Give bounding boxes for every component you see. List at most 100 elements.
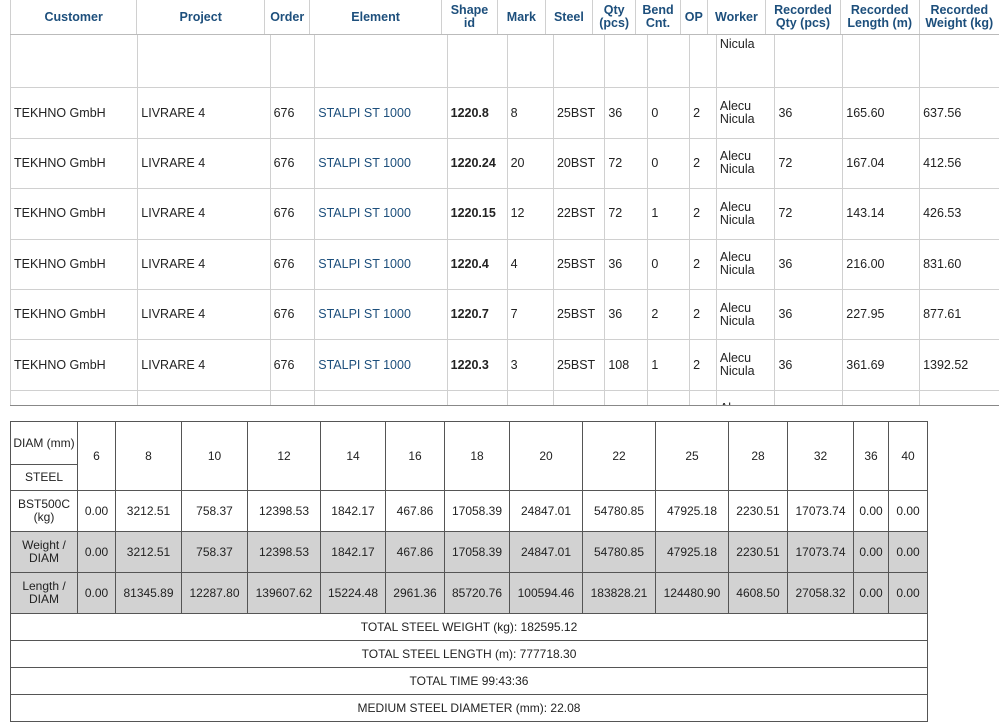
table-cell: 54780.85 — [582, 490, 656, 532]
table-cell: Alecu Nicula — [715, 188, 775, 240]
table-cell: 36 — [604, 289, 648, 341]
diameter-header: 32 — [787, 421, 854, 491]
table-cell: 2 — [689, 138, 717, 190]
table-cell: 1220.15 — [446, 188, 508, 240]
table-cell: Alecu Nicula — [715, 87, 775, 139]
diameter-header: 16 — [385, 421, 445, 491]
table-cell: 2961.36 — [385, 572, 445, 614]
table-cell: 108 — [604, 339, 648, 391]
element-link[interactable]: STALPI ST 1000 — [314, 188, 448, 240]
table-cell: 831.60 — [919, 239, 999, 290]
table-cell: 124480.90 — [655, 572, 729, 614]
table-cell: 412.56 — [919, 138, 999, 190]
table-cell: 17058.39 — [444, 531, 510, 573]
header-row: Customer Project Order Element Shape id Mark S… — [9, 0, 999, 35]
table-cell: 0.00 — [888, 490, 928, 532]
table-cell: 20BST — [552, 390, 605, 405]
total-text: TOTAL TIME 99:43:36 — [10, 667, 928, 695]
table-cell: TEKHNO GmbH — [10, 339, 138, 391]
table-row: Nicula — [10, 35, 999, 89]
element-link[interactable]: STALPI ST 1000 — [314, 289, 448, 341]
element-link[interactable]: STALPI ST 1000 — [314, 239, 448, 290]
table-cell: 2 — [689, 239, 717, 290]
table-cell: 0.00 — [888, 531, 928, 573]
total-row: MEDIUM STEEL DIAMETER (mm): 22.08 — [10, 694, 928, 722]
table-cell: 27058.32 — [787, 572, 854, 614]
table-row: TEKHNO GmbH LIVRARE 4 676 STALPI ST 1000 122… — [10, 138, 999, 190]
table-cell: 2 — [689, 390, 717, 405]
table-cell: 36 — [774, 289, 843, 341]
table-cell: 758.37 — [181, 531, 248, 573]
table-cell: 20 — [506, 138, 554, 190]
table-cell: 91.68 — [919, 390, 999, 405]
total-row: TOTAL STEEL LENGTH (m): 777718.30 — [10, 640, 928, 668]
table-cell: Alecu Nicula — [715, 390, 775, 405]
table-cell: 676 — [269, 87, 315, 139]
table-cell: 676 — [269, 289, 315, 341]
table-cell: Alecu Nicula — [715, 339, 775, 391]
table-cell: 1 — [647, 188, 690, 240]
table-cell: 54780.85 — [582, 531, 656, 573]
diameter-header: 28 — [728, 421, 788, 491]
table-cell: 165.60 — [842, 87, 920, 139]
table-cell: 81345.89 — [115, 572, 182, 614]
table-cell: 36 — [604, 87, 648, 139]
table-cell: 72 — [604, 188, 648, 240]
table-cell: 216.00 — [842, 239, 920, 290]
table-cell: 361.69 — [842, 339, 920, 391]
table-cell: 36 — [604, 239, 648, 290]
table-cell: 36 — [774, 339, 843, 391]
table-cell: 167.04 — [842, 138, 920, 190]
table-cell: 139607.62 — [247, 572, 321, 614]
column-header: Customer — [9, 0, 137, 35]
table-cell — [689, 35, 717, 89]
diameter-header: 6 — [77, 421, 116, 491]
table-cell: 36 — [774, 239, 843, 290]
table-cell: 0.00 — [853, 531, 889, 573]
table-cell: 12287.80 — [181, 572, 248, 614]
table-cell: Alecu Nicula — [715, 138, 775, 190]
table-cell: 2 — [689, 188, 717, 240]
top-table-body: Nicula TEKHNO GmbH LIVRARE 4 676 STALPI ST 1… — [10, 35, 999, 406]
table-cell: 467.86 — [385, 531, 445, 573]
table-cell: 676 — [269, 239, 315, 290]
table-cell: 0 — [647, 239, 690, 290]
element-link[interactable]: STALPI ST 1000 — [314, 339, 448, 391]
total-text: TOTAL STEEL WEIGHT (kg): 182595.12 — [10, 613, 928, 641]
table-cell — [604, 35, 648, 89]
top-table-header: Customer Project Order Element Shape id Mark S… — [9, 0, 999, 35]
column-header: Element — [309, 0, 442, 35]
diameter-header: 8 — [115, 421, 182, 491]
table-cell: LIVRARE 4 — [137, 87, 271, 139]
table-cell: 3212.51 — [115, 531, 182, 573]
table-cell — [506, 35, 554, 89]
table-cell: 2 — [689, 339, 717, 391]
table-cell: 24847.01 — [509, 531, 583, 573]
table-cell: 17058.39 — [444, 490, 510, 532]
table-cell: 0.00 — [77, 490, 116, 532]
table-cell: 2230.51 — [728, 490, 788, 532]
table-cell: 676 — [269, 339, 315, 391]
table-cell: 72 — [774, 188, 843, 240]
element-link[interactable]: STALPI ST 1000 — [314, 87, 448, 139]
element-link[interactable]: STALPI ST 1000 — [314, 390, 448, 405]
table-cell: 0.00 — [77, 531, 116, 573]
table-cell: 16 — [604, 390, 648, 405]
table-cell: 0.00 — [888, 572, 928, 614]
diameter-header: 22 — [582, 421, 656, 491]
table-cell: 2 — [689, 87, 717, 139]
table-cell: TEKHNO GmbH — [10, 87, 138, 139]
table-cell — [774, 35, 843, 89]
total-text: TOTAL STEEL LENGTH (m): 777718.30 — [10, 640, 928, 668]
column-header: OP — [679, 0, 708, 35]
diameter-header: 14 — [320, 421, 386, 491]
diameter-header: 25 — [655, 421, 729, 491]
table-cell: 2230.51 — [728, 531, 788, 573]
table-cell: 1221.24 — [446, 390, 508, 405]
column-header: Recorded Qty (pcs) — [765, 0, 841, 35]
table-cell: 12398.53 — [247, 531, 321, 573]
table-row: Weight / DIAM 0.00 3212.51 758.37 12398.53 18… — [10, 531, 928, 573]
element-link[interactable]: STALPI ST 1000 — [314, 138, 448, 190]
